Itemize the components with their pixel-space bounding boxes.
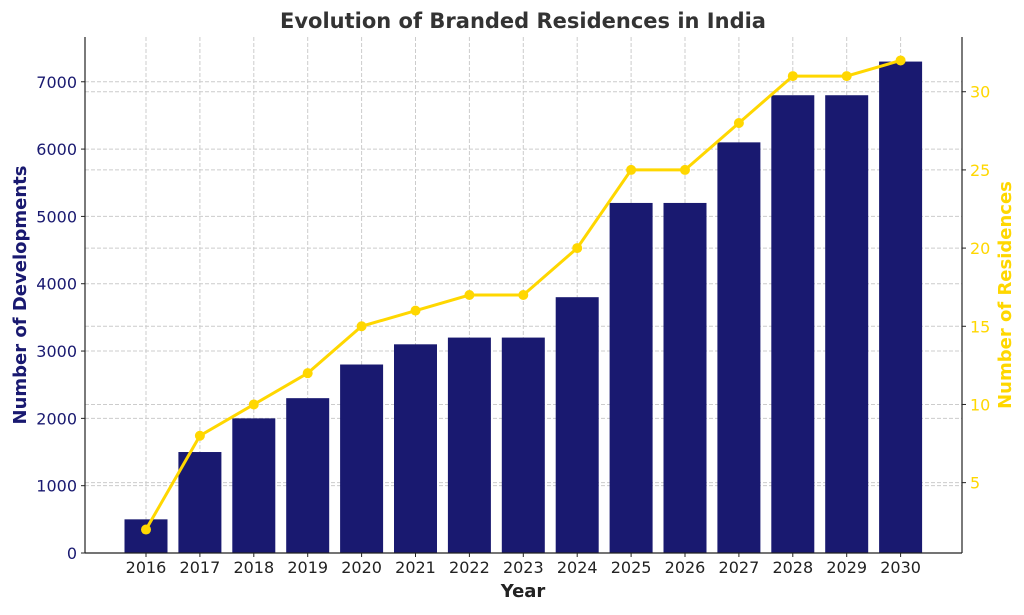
line-point-2020 [356, 321, 367, 332]
line-series [141, 55, 906, 535]
x-tick-label: 2019 [287, 558, 328, 577]
bar-2030 [879, 61, 923, 553]
x-tick-label: 2021 [395, 558, 436, 577]
x-tick-label: 2018 [233, 558, 274, 577]
line-point-2019 [302, 368, 313, 379]
y2-axis-label: Number of Residences [995, 181, 1016, 409]
line-point-2028 [787, 71, 798, 82]
x-tick-label: 2025 [611, 558, 652, 577]
x-tick-label: 2017 [180, 558, 221, 577]
line-point-2023 [518, 290, 529, 300]
bar-2022 [447, 337, 491, 553]
bar-2025 [609, 202, 653, 553]
x-tick-label: 2028 [772, 558, 813, 577]
y2-tick-label: 5 [970, 474, 980, 493]
x-tick-label: 2016 [126, 558, 167, 577]
line-point-2030 [895, 55, 906, 66]
bar-2018 [232, 418, 276, 553]
x-tick-label: 2029 [826, 558, 867, 577]
bar-2016 [124, 519, 168, 553]
y-tick-label: 3000 [36, 342, 77, 361]
line-point-2016 [141, 524, 151, 535]
y-tick-label: 2000 [36, 409, 77, 428]
bar-2019 [286, 398, 330, 553]
x-tick-label: 2020 [341, 558, 382, 577]
bar-2020 [340, 364, 384, 553]
x-tick-label: 2023 [503, 558, 544, 577]
bar-2026 [663, 202, 707, 553]
y-tick-label: 6000 [36, 140, 77, 159]
y2-tick-label: 15 [970, 317, 990, 336]
x-tick-label: 2027 [719, 558, 760, 577]
y-tick-label: 7000 [36, 73, 77, 92]
line-point-2026 [680, 164, 690, 175]
line-point-2017 [194, 430, 205, 441]
y-tick-label: 0 [67, 544, 77, 563]
y2-tick-label: 30 [970, 83, 990, 102]
x-tick-label: 2022 [449, 558, 490, 577]
x-tick-label: 2024 [557, 558, 598, 577]
line-point-2027 [733, 118, 744, 128]
line-point-2022 [464, 290, 475, 300]
bar-2028 [771, 95, 815, 553]
y2-tick-label: 20 [970, 239, 990, 258]
y-axis-label: Number of Developments [10, 166, 31, 425]
y2-tick-label: 10 [970, 395, 990, 414]
x-axis-label: Year [500, 581, 546, 602]
line-point-2024 [572, 243, 583, 254]
line-point-2018 [248, 399, 259, 410]
y-tick-label: 5000 [36, 207, 77, 226]
chart-title: Evolution of Branded Residences in India [280, 9, 766, 33]
bar-2027 [717, 142, 761, 554]
line-point-2021 [410, 305, 421, 316]
line-point-2025 [626, 164, 637, 175]
axes: 0100020003000400050006000700051015202530… [36, 37, 990, 577]
bars [124, 61, 923, 554]
y-tick-label: 1000 [36, 477, 77, 496]
bar-2024 [555, 297, 599, 553]
bar-2017 [178, 452, 222, 553]
bar-2029 [825, 95, 869, 553]
x-tick-label: 2026 [665, 558, 706, 577]
bar-2021 [394, 344, 437, 553]
y2-tick-label: 25 [970, 161, 990, 180]
x-tick-label: 2030 [880, 558, 921, 577]
y-tick-label: 4000 [36, 275, 77, 294]
bar-2023 [501, 337, 545, 553]
line-point-2029 [841, 71, 852, 82]
